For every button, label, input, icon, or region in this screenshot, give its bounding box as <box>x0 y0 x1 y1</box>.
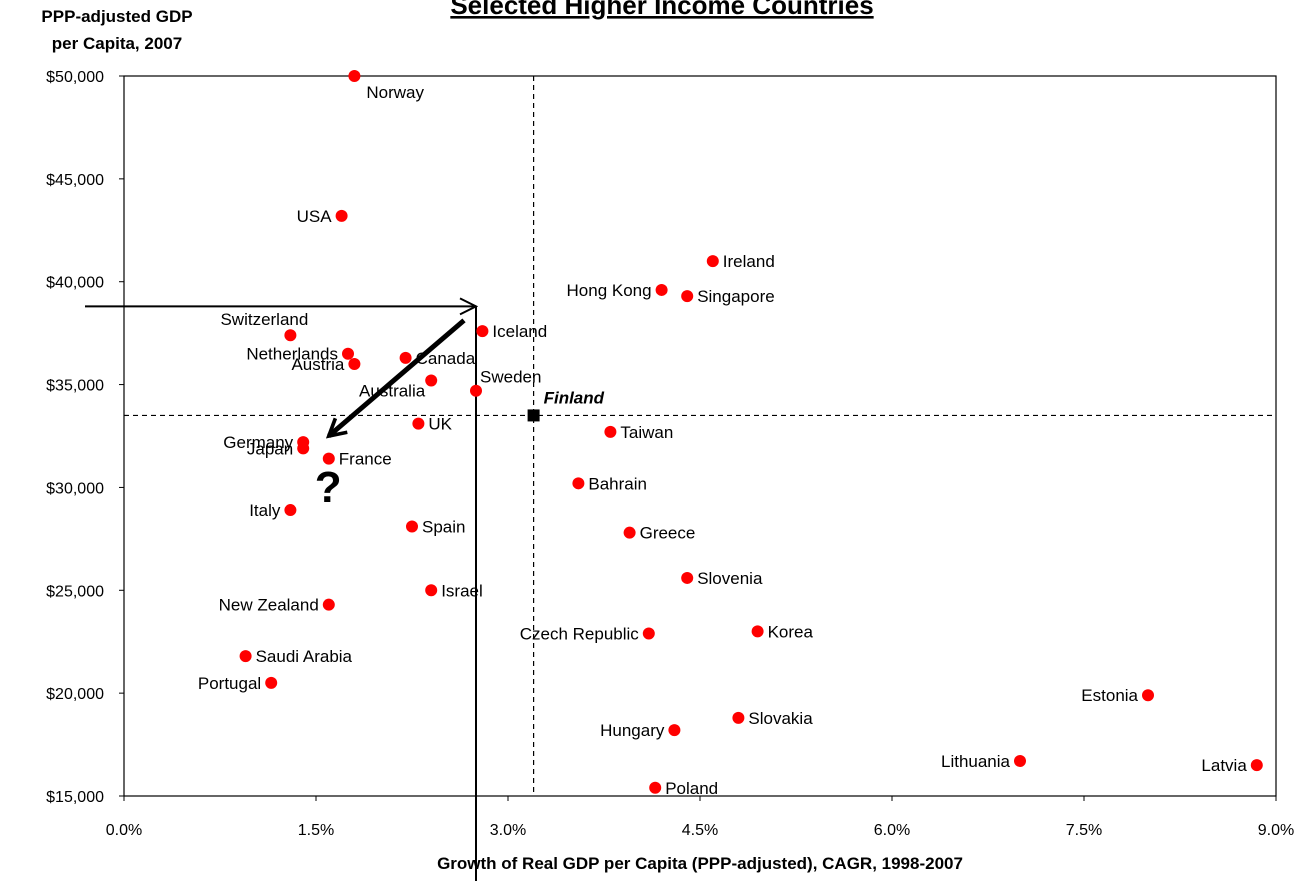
point-label: New Zealand <box>219 596 319 615</box>
point-label: Bahrain <box>588 474 647 493</box>
axis-ticks: 0.0% 1.5% 3.0% 4.5% 6.0% 7.5% 9.0% $15,000 $20,0… <box>46 69 1294 839</box>
point-label: Norway <box>366 83 424 102</box>
highlight-label: Finland <box>544 388 605 407</box>
data-point <box>425 374 438 387</box>
data-point <box>732 711 745 724</box>
data-point <box>706 255 719 268</box>
point-label: Japan <box>247 439 293 458</box>
point-label: Germany <box>223 433 293 452</box>
y-tick-label: $25,000 <box>46 583 104 600</box>
data-point <box>1142 689 1154 702</box>
point-label: Netherlands <box>246 345 338 364</box>
data-point <box>297 442 310 455</box>
data-point <box>425 584 438 597</box>
point-label: USA <box>297 207 333 226</box>
y-tick-label: $30,000 <box>46 480 104 497</box>
point-label: Australia <box>359 381 426 400</box>
trajectory-annotation: ? <box>85 306 476 881</box>
y-axis-label-line-2: per Capita, 2007 <box>52 34 182 53</box>
point-labels: Norway USA Ireland Hong Kong Singapore Switze… <box>198 83 1247 798</box>
x-tick-label: 1.5% <box>298 822 334 839</box>
x-tick-label: 3.0% <box>490 822 526 839</box>
y-axis-label-line-1: PPP-adjusted GDP <box>41 7 192 26</box>
highlight-point <box>527 409 540 422</box>
data-point <box>335 209 348 222</box>
point-label: Taiwan <box>620 423 673 442</box>
data-point <box>348 358 361 370</box>
data-point <box>406 520 418 533</box>
data-point <box>1014 755 1026 768</box>
point-label: Ireland <box>723 252 775 271</box>
point-label: France <box>339 450 392 469</box>
x-tick-label: 4.5% <box>682 822 718 839</box>
x-tick-label: 7.5% <box>1066 822 1102 839</box>
y-tick-label: $50,000 <box>46 69 104 86</box>
data-point <box>342 347 354 360</box>
point-label: Estonia <box>1081 686 1138 705</box>
point-label: Hungary <box>600 721 665 740</box>
point-label: Korea <box>768 622 814 641</box>
point-label: Greece <box>640 524 696 543</box>
point-label: Saudi Arabia <box>256 647 353 666</box>
data-point <box>322 598 335 611</box>
data-point <box>681 571 694 584</box>
point-label: Israel <box>441 581 483 600</box>
data-point <box>284 504 297 517</box>
data-point <box>655 283 668 296</box>
data-point <box>642 627 655 640</box>
point-label: Lithuania <box>941 752 1011 771</box>
point-label: Sweden <box>480 368 541 387</box>
point-label: Spain <box>422 518 465 537</box>
y-tick-label: $40,000 <box>46 275 104 292</box>
data-point <box>322 452 335 465</box>
data-point <box>476 325 489 338</box>
point-label: Switzerland <box>220 310 308 329</box>
x-axis-label: Growth of Real GDP per Capita (PPP-adjus… <box>437 854 963 873</box>
data-point <box>239 650 252 663</box>
point-label: Poland <box>665 779 718 798</box>
point-label: Slovenia <box>697 569 763 588</box>
x-tick-label: 0.0% <box>106 822 142 839</box>
data-point <box>649 781 662 794</box>
reference-lines <box>124 76 1276 796</box>
point-label: Canada <box>416 349 476 368</box>
x-tick-label: 6.0% <box>874 822 910 839</box>
point-label: Latvia <box>1201 756 1247 775</box>
y-tick-label: $35,000 <box>46 378 104 395</box>
data-point <box>399 351 412 364</box>
point-label: Iceland <box>492 322 547 341</box>
data-point <box>470 384 482 397</box>
data-point <box>668 724 681 737</box>
data-point <box>751 625 764 638</box>
data-point <box>1250 759 1263 772</box>
y-tick-label: $20,000 <box>46 686 104 703</box>
y-tick-label: $15,000 <box>46 789 104 806</box>
data-point <box>681 290 694 303</box>
x-tick-label: 9.0% <box>1258 822 1294 839</box>
question-mark: ? <box>315 463 342 512</box>
data-point <box>412 417 425 430</box>
point-label: Austria <box>291 355 344 374</box>
point-label: Portugal <box>198 674 261 693</box>
point-label: Italy <box>249 501 281 520</box>
data-point <box>604 425 617 438</box>
point-label: Czech Republic <box>520 624 640 643</box>
point-label: UK <box>428 415 452 434</box>
data-point <box>572 477 585 490</box>
data-point <box>284 329 297 342</box>
data-points <box>239 70 1263 794</box>
chart-title: Selected Higher Income Countries <box>450 0 873 20</box>
y-tick-label: $45,000 <box>46 172 104 189</box>
point-label: Singapore <box>697 287 775 306</box>
data-point <box>623 526 636 539</box>
decline-arrow <box>329 318 466 436</box>
data-point <box>265 676 278 689</box>
data-point <box>348 70 361 82</box>
point-label: Hong Kong <box>567 281 652 300</box>
point-label: Slovakia <box>748 709 813 728</box>
